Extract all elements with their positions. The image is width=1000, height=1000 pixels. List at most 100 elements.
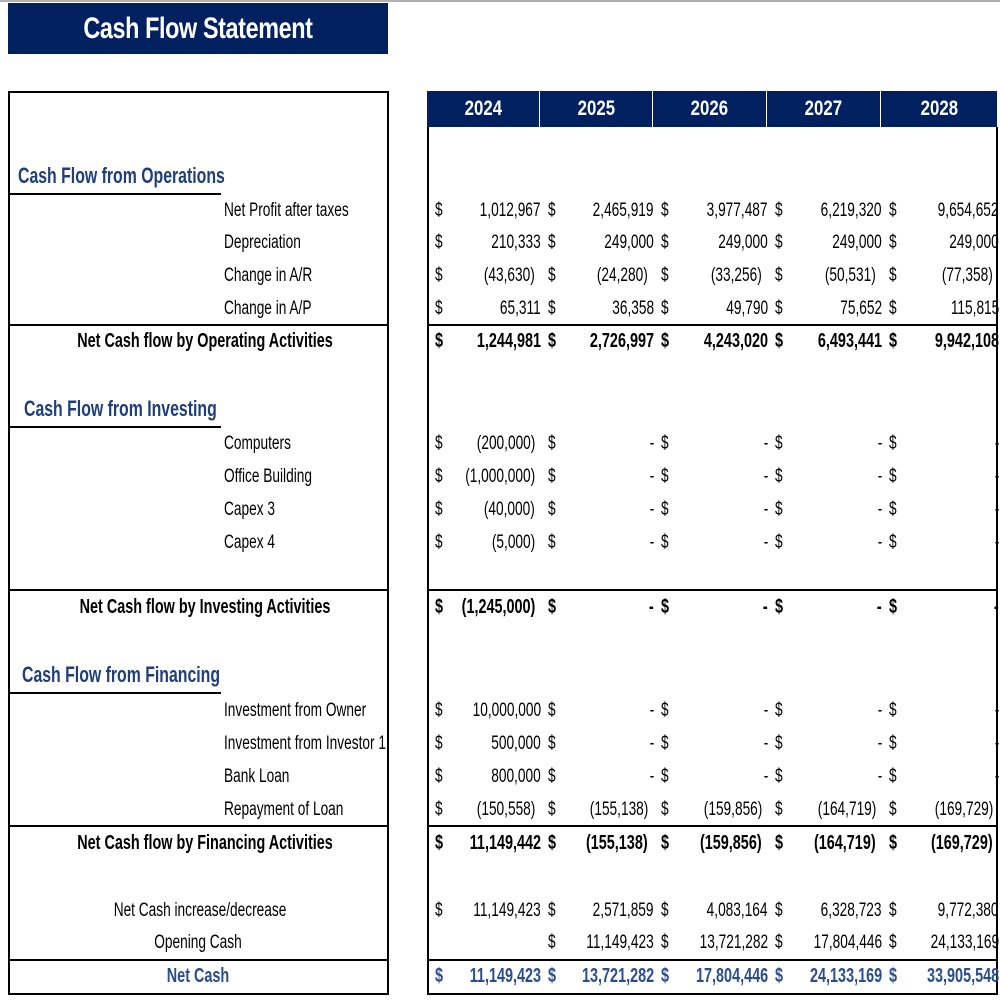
rule-operations xyxy=(8,324,389,326)
currency-symbol: $ xyxy=(775,733,783,754)
cell-net-cash-2026: 17,804,446 xyxy=(695,965,768,987)
cell-office-building-2028: - xyxy=(994,466,999,487)
year-header-2026: 2026 xyxy=(653,91,767,127)
currency-symbol: $ xyxy=(775,232,783,253)
cell-net-cash-flow-by-investing-activities-2025: - xyxy=(649,596,654,618)
currency-symbol: $ xyxy=(661,900,669,921)
currency-symbol: $ xyxy=(889,900,897,921)
cell-investment-from-owner-2026: - xyxy=(763,700,768,721)
currency-symbol: $ xyxy=(889,596,898,618)
currency-symbol: $ xyxy=(435,965,444,987)
currency-symbol: $ xyxy=(435,799,443,820)
cell-net-cash-flow-by-operating-activities-2027: 6,493,441 xyxy=(817,330,882,352)
cell-net-cash-flow-by-financing-activities-2027: (164,719) xyxy=(814,832,876,854)
currency-symbol: $ xyxy=(548,232,556,253)
cell-investment-from-investor-1-2027: - xyxy=(877,733,882,754)
row-label-change-in-a-p: Change in A/P xyxy=(224,298,312,319)
currency-symbol: $ xyxy=(548,700,556,721)
currency-symbol: $ xyxy=(435,832,444,854)
cell-bank-loan-2027: - xyxy=(877,766,882,787)
currency-symbol: $ xyxy=(889,330,898,352)
row-label-investment-from-owner: Investment from Owner xyxy=(224,700,367,721)
currency-symbol: $ xyxy=(661,433,669,454)
cell-computers-2026: - xyxy=(763,433,768,454)
currency-symbol: $ xyxy=(435,733,443,754)
year-label: 2024 xyxy=(464,97,502,120)
currency-symbol: $ xyxy=(661,596,670,618)
row-label-bank-loan: Bank Loan xyxy=(224,766,290,787)
currency-symbol: $ xyxy=(661,298,669,319)
currency-symbol: $ xyxy=(775,200,783,221)
currency-symbol: $ xyxy=(548,799,556,820)
cell-net-cash-increase-decrease-2026: 4,083,164 xyxy=(707,900,768,921)
cell-depreciation-2024: 210,333 xyxy=(491,232,541,253)
cell-net-profit-after-taxes-2024: 1,012,967 xyxy=(480,200,541,221)
cell-opening-cash-2028: 24,133,169 xyxy=(930,932,999,953)
section-underline xyxy=(8,193,221,195)
cell-repayment-of-loan-2028: (169,729) xyxy=(934,799,993,820)
currency-symbol: $ xyxy=(889,965,898,987)
cell-capex-3-2027: - xyxy=(877,499,882,520)
currency-symbol: $ xyxy=(548,596,557,618)
cell-net-cash-flow-by-financing-activities-2024: 11,149,442 xyxy=(469,832,541,854)
cell-opening-cash-2026: 13,721,282 xyxy=(699,932,768,953)
year-header-2025: 2025 xyxy=(540,91,653,127)
cell-investment-from-owner-2024: 10,000,000 xyxy=(472,700,541,721)
cell-office-building-2025: - xyxy=(649,466,654,487)
year-header-2024: 2024 xyxy=(427,91,540,127)
section-header-cash-flow-from-operations: Cash Flow from Operations xyxy=(18,163,225,188)
currency-symbol: $ xyxy=(548,466,556,487)
currency-symbol: $ xyxy=(548,265,556,286)
cell-depreciation-2026: 249,000 xyxy=(718,232,768,253)
row-label-opening-cash: Opening Cash xyxy=(154,932,242,953)
cell-net-cash-flow-by-investing-activities-2026: - xyxy=(763,596,768,618)
cell-bank-loan-2024: 800,000 xyxy=(491,766,541,787)
cell-depreciation-2028: 249,000 xyxy=(949,232,999,253)
cell-net-cash-flow-by-investing-activities-2027: - xyxy=(877,596,882,618)
cell-computers-2027: - xyxy=(877,433,882,454)
currency-symbol: $ xyxy=(435,596,444,618)
row-label-capex-3: Capex 3 xyxy=(224,499,275,520)
currency-symbol: $ xyxy=(775,700,783,721)
rule-net-cash xyxy=(8,959,389,961)
cell-net-cash-2027: 24,133,169 xyxy=(809,965,882,987)
cell-net-cash-flow-by-investing-activities-2028: - xyxy=(994,596,999,618)
currency-symbol: $ xyxy=(661,265,669,286)
currency-symbol: $ xyxy=(775,932,783,953)
cell-change-in-a-r-2027: (50,531) xyxy=(825,265,876,286)
currency-symbol: $ xyxy=(775,433,783,454)
cell-capex-4-2027: - xyxy=(877,532,882,553)
currency-symbol: $ xyxy=(661,932,669,953)
cell-opening-cash-2027: 17,804,446 xyxy=(813,932,882,953)
cell-capex-3-2025: - xyxy=(649,499,654,520)
year-header-2027: 2027 xyxy=(767,91,881,127)
currency-symbol: $ xyxy=(548,330,557,352)
cell-net-profit-after-taxes-2025: 2,465,919 xyxy=(593,200,654,221)
currency-symbol: $ xyxy=(548,499,556,520)
cell-net-cash-flow-by-operating-activities-2024: 1,244,981 xyxy=(476,330,541,352)
currency-symbol: $ xyxy=(435,700,443,721)
currency-symbol: $ xyxy=(775,799,783,820)
cell-change-in-a-p-2024: 65,311 xyxy=(500,298,541,319)
cell-capex-3-2026: - xyxy=(763,499,768,520)
cell-opening-cash-2025: 11,149,423 xyxy=(586,932,654,953)
cell-repayment-of-loan-2024: (150,558) xyxy=(476,799,535,820)
currency-symbol: $ xyxy=(889,932,897,953)
cell-investment-from-investor-1-2025: - xyxy=(649,733,654,754)
cell-net-profit-after-taxes-2028: 9,654,652 xyxy=(938,200,999,221)
cell-change-in-a-p-2025: 36,358 xyxy=(612,298,654,319)
currency-symbol: $ xyxy=(889,532,897,553)
cell-investment-from-investor-1-2024: 500,000 xyxy=(491,733,541,754)
rule-investing xyxy=(8,589,389,591)
cell-net-cash-increase-decrease-2024: 11,149,423 xyxy=(473,900,541,921)
cell-net-cash-2024: 11,149,423 xyxy=(469,965,541,987)
cell-depreciation-2025: 249,000 xyxy=(604,232,654,253)
currency-symbol: $ xyxy=(775,596,784,618)
currency-symbol: $ xyxy=(435,330,444,352)
currency-symbol: $ xyxy=(435,466,443,487)
cell-capex-4-2024: (5,000) xyxy=(491,532,535,553)
year-label: 2026 xyxy=(690,97,729,120)
rule-investing xyxy=(427,589,998,591)
cell-bank-loan-2028: - xyxy=(994,766,999,787)
row-label-investment-from-investor-1: Investment from Investor 1 xyxy=(224,733,386,754)
